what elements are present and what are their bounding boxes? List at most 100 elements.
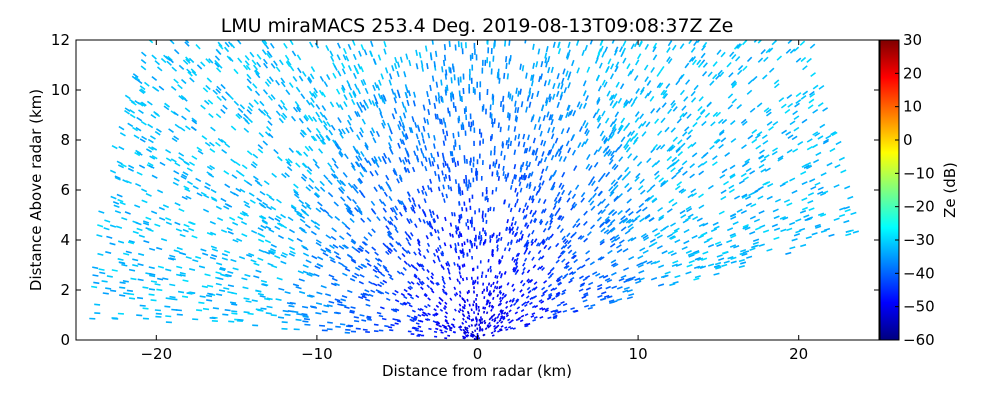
ze-gate [333,311,340,315]
ze-gate [342,171,348,178]
ze-gate [671,44,677,51]
ze-gate [497,176,500,181]
ze-gate [347,182,353,189]
ze-gate [590,205,596,211]
ze-gate [382,242,387,248]
ze-gate [407,241,412,247]
ze-gate [306,169,312,175]
ze-gate [331,277,338,282]
ze-gate [499,309,503,313]
ze-gate [712,61,718,67]
ze-gate [263,250,271,255]
ze-gate [116,193,123,198]
ze-gate [552,93,556,100]
ze-gate [138,234,145,238]
ze-gate [781,129,788,135]
ze-gate [454,243,457,247]
ze-gate [448,110,451,117]
ze-gate [429,178,433,184]
ze-gate [397,142,401,149]
ze-gate [635,172,641,179]
ze-gate [165,315,172,318]
ze-gate [721,118,728,125]
ze-gate [292,283,300,287]
ze-gate [201,135,208,141]
ze-gate [511,283,515,288]
ze-gate [672,281,679,285]
ze-gate [735,56,741,62]
ze-gate [599,45,604,52]
ze-gate [402,159,406,165]
ze-gate [257,144,264,150]
ze-gate [502,171,505,177]
ze-gate [458,303,462,307]
ze-gate [524,313,529,317]
ze-gate [416,188,421,194]
ze-gate [720,51,726,58]
ze-gate [94,303,101,306]
ze-gate [300,208,307,214]
ze-gate [429,52,433,59]
ze-gate [624,144,630,151]
ze-gate [498,232,501,237]
ze-gate [248,192,255,197]
ze-gate [442,281,446,285]
ze-gate [627,70,632,77]
ze-gate [597,294,603,298]
ze-gate [276,198,282,204]
ze-gate [506,282,510,286]
ze-gate [168,128,174,133]
ze-gate [603,151,609,158]
ze-gate [206,165,213,171]
ze-gate [287,158,293,164]
ze-gate [346,195,352,202]
ze-gate [350,259,357,264]
ze-gate [499,299,503,303]
ze-gate [565,261,570,266]
ze-gate [503,271,507,275]
ze-gate [217,137,224,143]
ze-gate [547,316,552,320]
ze-gate [219,266,226,271]
ze-gate [533,217,537,223]
ze-gate [458,231,461,236]
ze-gate [525,147,529,154]
ze-gate [586,66,591,73]
ze-gate [181,173,188,178]
ze-gate [195,177,202,182]
ze-gate [221,252,229,257]
ze-gate [257,232,264,237]
ze-gate [343,94,348,101]
ze-gate [834,164,841,169]
ze-gate [413,202,417,207]
ze-gate [148,247,156,251]
ze-gate [516,317,521,321]
ze-gate [178,95,185,101]
ze-gate [237,112,243,119]
ze-gate [459,328,463,332]
ze-gate [314,265,321,270]
ze-gate [133,134,140,139]
ze-gate [124,94,131,100]
ze-gate [239,212,246,217]
ze-gate [461,305,465,309]
ze-gate [559,228,564,233]
ze-gate [558,182,563,188]
ze-gate [537,242,542,247]
ze-gate [847,195,854,200]
ze-gate [535,190,539,196]
ze-gate [338,128,343,135]
ze-gate [212,89,218,95]
ze-gate [527,250,532,255]
ze-gate [610,227,616,233]
ze-gate [182,228,189,233]
ze-gate [189,77,195,83]
ze-gate [701,70,708,77]
ze-gate [507,143,510,150]
ze-gate [385,245,391,250]
ze-gate [129,98,135,104]
ze-gate [344,267,351,272]
ze-gate [305,259,312,264]
ze-gate [426,90,429,98]
ze-gate [266,114,272,120]
